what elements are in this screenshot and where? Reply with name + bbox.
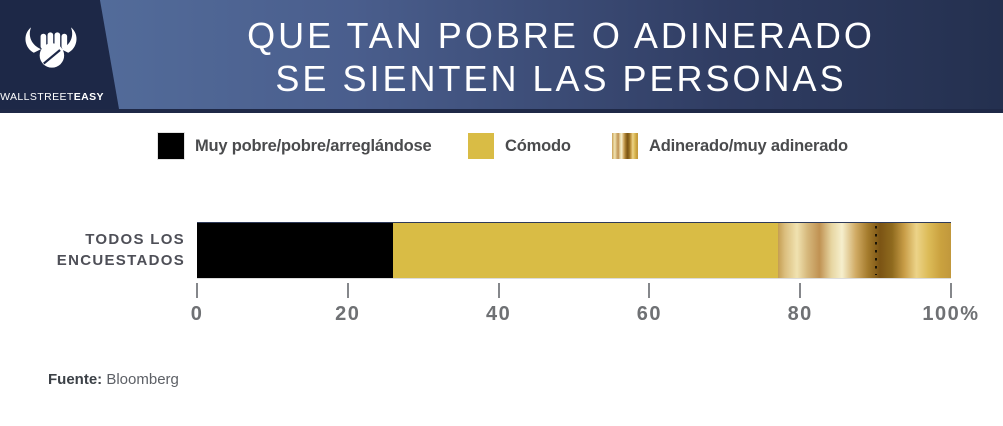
source-value: Bloomberg — [106, 371, 179, 388]
header-banner: WALLSTREETEASY QUE TAN POBRE O ADINERADO… — [0, 0, 1003, 113]
category-label-line-1: TODOS LOS — [85, 231, 185, 248]
legend-label: Muy pobre/pobre/arreglándose — [195, 136, 432, 155]
source-note: Fuente: Bloomberg — [48, 371, 179, 388]
x-axis-tick — [950, 283, 952, 298]
bar-segment-comodo — [393, 223, 778, 278]
legend-swatch-black — [158, 133, 184, 159]
x-axis-tick-label: 0 — [190, 303, 204, 325]
page-title: QUE TAN POBRE O ADINERADO SE SIENTEN LAS… — [119, 14, 1003, 100]
x-axis-tick — [196, 283, 198, 298]
legend-label: Adinerado/muy adinerado — [649, 136, 848, 155]
bar-segment-adinerado — [777, 223, 951, 278]
title-line-1: QUE TAN POBRE O ADINERADO — [247, 15, 875, 56]
dotted-marker-line — [874, 226, 877, 275]
category-label-line-2: ENCUESTADOS — [56, 252, 185, 269]
category-label: TODOS LOS ENCUESTADOS — [0, 229, 185, 271]
legend-item-comodo: Cómodo — [468, 133, 571, 159]
bull-logo-icon — [25, 27, 77, 68]
legend-label: Cómodo — [505, 136, 571, 155]
x-axis-tick — [648, 283, 651, 298]
title-line-2: SE SIENTEN LAS PERSONAS — [275, 58, 847, 99]
brand-name: WALLSTREETEASY — [0, 91, 104, 103]
x-axis-tick — [799, 283, 802, 298]
brand-name-bold: EASY — [73, 91, 104, 103]
x-axis-tick-label: 40 — [485, 303, 512, 325]
x-axis-tick — [497, 283, 500, 298]
legend-item-muy-pobre: Muy pobre/pobre/arreglándose — [158, 133, 432, 159]
x-axis-tick-label: 100% — [922, 303, 980, 325]
stacked-bar — [197, 222, 951, 279]
x-axis-tick-label: 20 — [335, 303, 361, 325]
source-label: Fuente: — [48, 371, 103, 388]
brand-name-regular: WALLSTREET — [0, 91, 74, 103]
x-axis-tick — [346, 283, 349, 298]
legend-item-adinerado: Adinerado/muy adinerado — [612, 133, 848, 159]
x-axis: 0 20 40 60 80 100% — [191, 283, 978, 329]
brand-panel: WALLSTREETEASY — [0, 0, 119, 109]
legend-swatch-gold — [468, 133, 494, 159]
x-axis-tick-label: 60 — [636, 303, 663, 325]
bar-segment-muy-pobre — [197, 223, 394, 278]
x-axis-tick-label: 80 — [787, 303, 813, 325]
legend-swatch-gold-gradient — [612, 133, 638, 159]
